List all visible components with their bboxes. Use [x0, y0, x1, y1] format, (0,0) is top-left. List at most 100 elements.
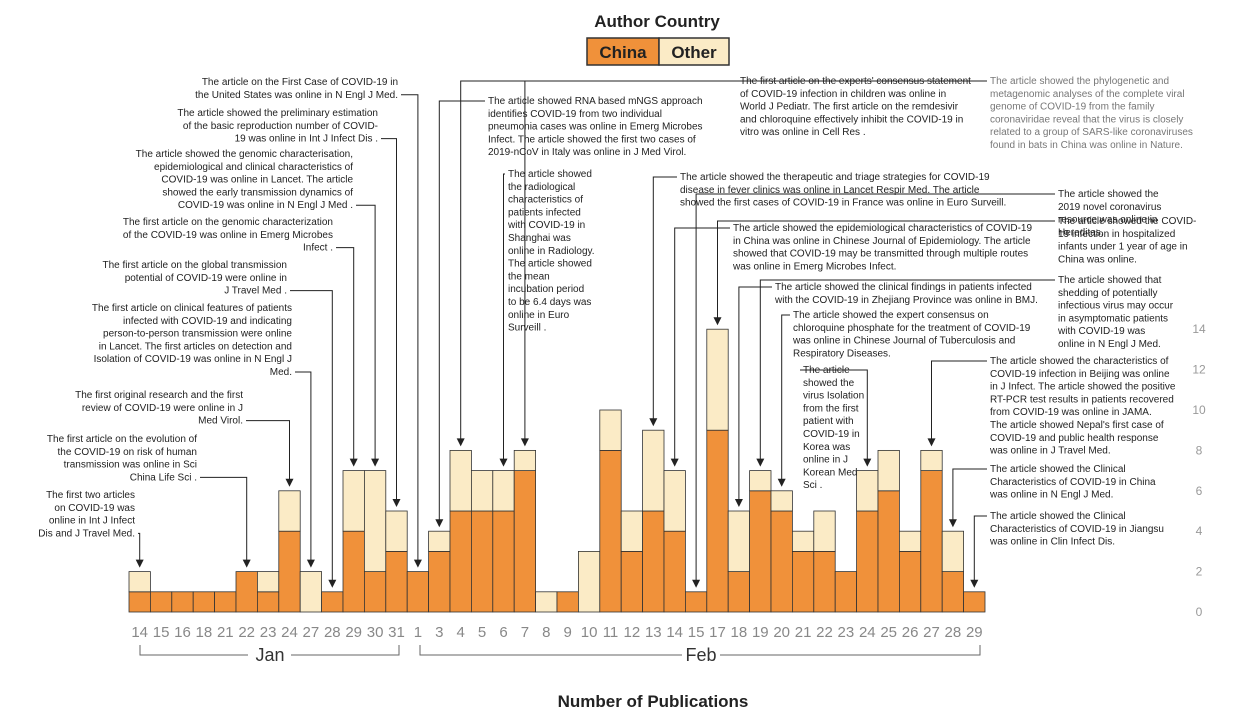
x-tick-label: 15: [153, 624, 170, 641]
month-brackets: Jan Feb: [139, 645, 981, 665]
bar-china-3: [192, 591, 215, 613]
x-tick-label: 4: [457, 624, 465, 641]
bar-china-31: [792, 551, 815, 613]
annotation-leader-20: [800, 369, 868, 461]
legend: China Other: [586, 37, 730, 66]
legend-china-swatch: [586, 37, 660, 66]
annotation-arrowhead-1: [242, 559, 251, 568]
bar-china-25: [663, 530, 686, 613]
annotation-12: The article showed the phylogenetic and m…: [990, 76, 1193, 151]
x-tick-label: 27: [303, 624, 320, 641]
x-tick-label: 30: [367, 624, 384, 641]
bar-china-17: [492, 510, 515, 613]
bar-china-29: [749, 490, 772, 613]
annotation-leader-17: [738, 286, 772, 501]
annotation-leader-7: [381, 138, 397, 501]
annotation-arrowhead-10: [456, 438, 465, 447]
annotation-leader-18: [759, 279, 1055, 461]
bar-china-18: [513, 470, 537, 613]
annotation-leader-9: [438, 100, 485, 522]
bar-other-24: [642, 429, 665, 512]
y-tick-label: 6: [1196, 484, 1203, 498]
annotation-13: The article showed the therapeutic and t…: [680, 172, 1006, 209]
annotation-leader-3: [295, 371, 312, 562]
bar-other-11: [363, 470, 387, 573]
annotation-leader-5: [336, 247, 355, 461]
bar-other-10: [342, 470, 365, 532]
bar-china-33: [834, 571, 858, 613]
bar-china-26: [685, 591, 708, 613]
x-tick-label: 23: [260, 624, 277, 641]
annotation-16: The article showed the COVID-19 infectio…: [1058, 216, 1196, 265]
x-tick-label: 5: [478, 624, 486, 641]
annotation-leader-16: [717, 220, 1055, 320]
bar-other-31: [792, 530, 815, 552]
bar-china-6: [256, 591, 280, 613]
annotation-21: The article showed the characteristics o…: [989, 356, 1176, 457]
x-tick-label: 21: [795, 624, 812, 641]
y-tick-label: 14: [1192, 322, 1206, 336]
bars: [128, 328, 986, 613]
annotation-arrowhead-18: [756, 458, 765, 467]
bar-china-11: [363, 571, 387, 613]
annotation-arrowhead-22: [948, 519, 957, 528]
y-tick-label: 4: [1196, 524, 1203, 538]
x-tick-label: 11: [603, 624, 619, 641]
bar-other-23: [620, 510, 644, 552]
annotation-8: The article on the First Case of COVID-1…: [195, 77, 398, 101]
bar-china-5: [235, 571, 258, 613]
bar-other-30: [770, 490, 793, 512]
month-label-jan: Jan: [255, 645, 284, 665]
annotation-3: The first article on clinical features o…: [92, 303, 293, 378]
bar-other-8: [299, 571, 323, 613]
legend-other-swatch: [658, 37, 730, 66]
annotation-arrowhead-16: [713, 317, 722, 326]
bar-other-12: [385, 510, 408, 552]
legend-other-label: Other: [671, 43, 717, 62]
bar-china-0: [128, 591, 151, 613]
annotation-arrowhead-20: [863, 458, 872, 467]
annotation-arrowhead-13: [649, 418, 658, 427]
annotation-arrowhead-11: [499, 458, 508, 467]
x-tick-label: 26: [902, 624, 919, 641]
bar-other-29: [749, 470, 772, 492]
month-label-feb: Feb: [685, 645, 716, 665]
y-tick-label: 8: [1196, 443, 1203, 457]
bar-china-30: [770, 510, 793, 613]
annotation-arrowhead-3: [306, 559, 315, 568]
x-tick-label: 22: [816, 624, 833, 641]
annotation-leader-1: [200, 476, 248, 562]
bar-other-38: [941, 530, 965, 573]
x-tick-label: 8: [542, 624, 550, 641]
annotation-1: The first article on the evolution of the…: [47, 434, 197, 483]
annotation-leader-6: [356, 204, 376, 461]
x-tick-label: 24: [281, 624, 298, 641]
bar-china-12: [385, 551, 408, 613]
bar-china-34: [856, 510, 879, 613]
bar-china-4: [214, 591, 237, 613]
bar-other-32: [813, 510, 836, 552]
annotation-leader-19: [781, 314, 790, 481]
bar-china-1: [149, 591, 173, 613]
annotation-leader-11: [503, 173, 505, 461]
annotation-9: The article showed RNA based mNGS approa…: [488, 96, 703, 158]
annotation-20: The article showed the virus Isolation from…: [803, 365, 864, 491]
bar-other-7: [278, 490, 301, 532]
x-tick-label: 31: [388, 624, 405, 641]
annotation-5: The first article on the genomic charact…: [123, 217, 333, 254]
bar-china-13: [406, 571, 430, 613]
annotation-leader-23: [973, 515, 987, 582]
x-tick-label: 19: [752, 624, 769, 641]
annotation-leader-2: [246, 420, 290, 481]
annotation-leader-8: [401, 94, 419, 562]
x-axis: 14 15 16 18 21 22 23 24 27 28 29 30 31 1 3 4 5 6 7 8 9 10 11 12…: [131, 624, 982, 641]
annotation-leader-14: [674, 227, 730, 461]
x-tick-label: 29: [345, 624, 362, 641]
x-tick-label: 18: [731, 624, 748, 641]
bar-other-36: [899, 530, 922, 552]
annotation-leader-22: [952, 468, 987, 522]
bar-china-32: [813, 551, 836, 613]
x-tick-label: 15: [688, 624, 705, 641]
y-tick-label: 10: [1192, 403, 1206, 417]
